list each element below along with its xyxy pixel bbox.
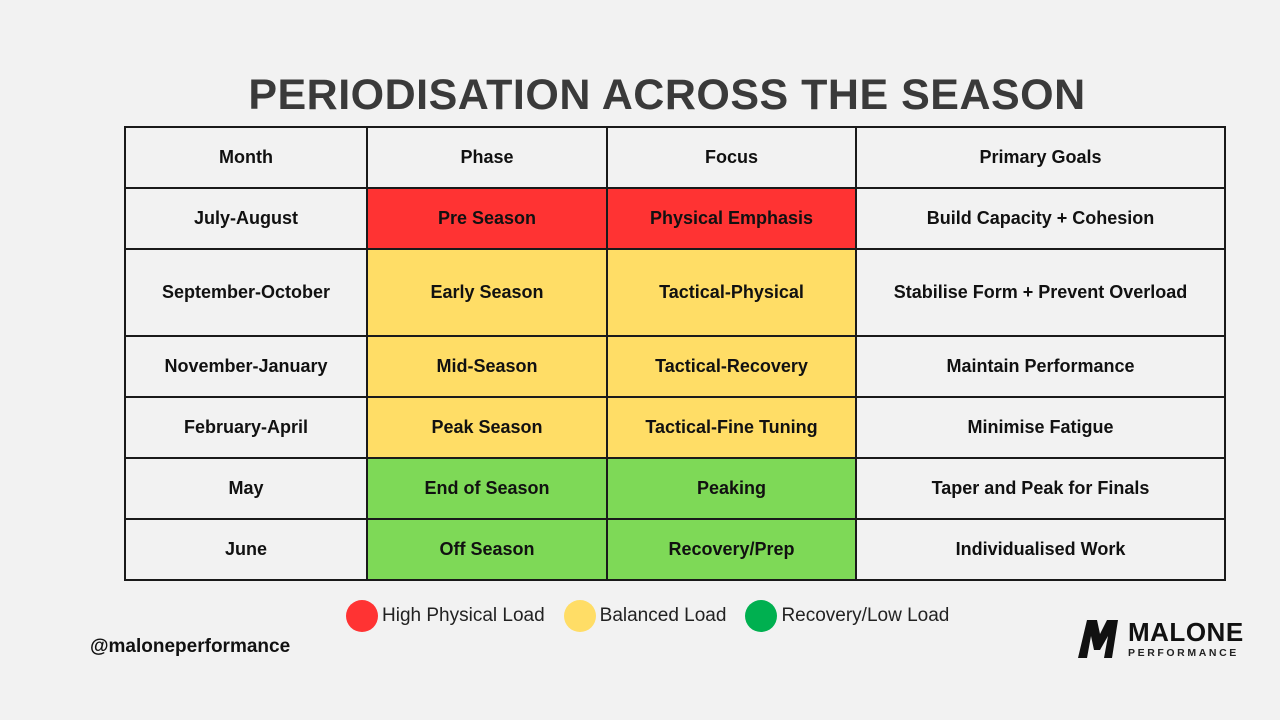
load-legend: High Physical Load Balanced Load Recover… — [346, 599, 968, 633]
goals-cell: Individualised Work — [855, 518, 1226, 581]
phase-cell: End of Season — [366, 457, 608, 520]
table-row: May End of Season Peaking Taper and Peak… — [124, 457, 1226, 520]
phase-cell: Off Season — [366, 518, 608, 581]
month-cell: July-August — [124, 187, 368, 250]
goals-cell: Build Capacity + Cohesion — [855, 187, 1226, 250]
table-row: June Off Season Recovery/Prep Individual… — [124, 518, 1226, 581]
table-row: September-October Early Season Tactical-… — [124, 248, 1226, 337]
table-row: February-April Peak Season Tactical-Fine… — [124, 396, 1226, 459]
focus-cell: Physical Emphasis — [606, 187, 857, 250]
goals-cell: Minimise Fatigue — [855, 396, 1226, 459]
phase-cell: Peak Season — [366, 396, 608, 459]
brand-name: MALONE — [1128, 617, 1244, 648]
column-header-primary-goals: Primary Goals — [855, 126, 1226, 189]
phase-cell: Pre Season — [366, 187, 608, 250]
legend-item-high-load: High Physical Load — [346, 600, 545, 632]
page-title: PERIODISATION ACROSS THE SEASON — [248, 70, 1086, 119]
legend-item-recovery-load: Recovery/Low Load — [745, 600, 949, 632]
table-row: July-August Pre Season Physical Emphasis… — [124, 187, 1226, 250]
focus-cell: Recovery/Prep — [606, 518, 857, 581]
goals-cell: Stabilise Form + Prevent Overload — [855, 248, 1226, 337]
month-cell: November-January — [124, 335, 368, 398]
month-cell: May — [124, 457, 368, 520]
legend-label: Balanced Load — [599, 605, 727, 626]
focus-cell: Peaking — [606, 457, 857, 520]
column-header-month: Month — [124, 126, 368, 189]
focus-cell: Tactical-Recovery — [606, 335, 857, 398]
goals-cell: Taper and Peak for Finals — [855, 457, 1226, 520]
focus-cell: Tactical-Fine Tuning — [606, 396, 857, 459]
malone-m-logo-icon — [1078, 620, 1118, 658]
brand-logo: MALONE PERFORMANCE — [1078, 618, 1248, 660]
legend-label: Recovery/Low Load — [781, 605, 950, 626]
social-handle: @maloneperformance — [90, 636, 291, 657]
phase-cell: Early Season — [366, 248, 608, 337]
goals-cell: Maintain Performance — [855, 335, 1226, 398]
column-header-phase: Phase — [366, 126, 608, 189]
brand-subtitle: PERFORMANCE — [1128, 647, 1239, 660]
table-row: November-January Mid-Season Tactical-Rec… — [124, 335, 1226, 398]
legend-label: High Physical Load — [382, 605, 545, 626]
month-cell: September-October — [124, 248, 368, 337]
month-cell: February-April — [124, 396, 368, 459]
red-circle-icon — [346, 600, 378, 632]
legend-item-balanced-load: Balanced Load — [563, 600, 727, 632]
phase-cell: Mid-Season — [366, 335, 608, 398]
column-header-focus: Focus — [606, 126, 857, 189]
table-header-row: Month Phase Focus Primary Goals — [124, 126, 1226, 189]
focus-cell: Tactical-Physical — [606, 248, 857, 337]
green-circle-icon — [745, 600, 778, 632]
periodisation-table: Month Phase Focus Primary Goals July-Aug… — [124, 126, 1226, 581]
month-cell: June — [124, 518, 368, 581]
yellow-circle-icon — [563, 600, 596, 632]
